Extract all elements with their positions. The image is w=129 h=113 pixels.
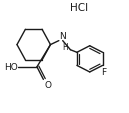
Text: H: H	[62, 43, 68, 52]
Text: HCl: HCl	[70, 3, 88, 13]
Text: HO: HO	[4, 63, 18, 72]
Text: O: O	[44, 80, 51, 89]
Text: N: N	[59, 32, 66, 41]
Text: F: F	[101, 68, 106, 77]
